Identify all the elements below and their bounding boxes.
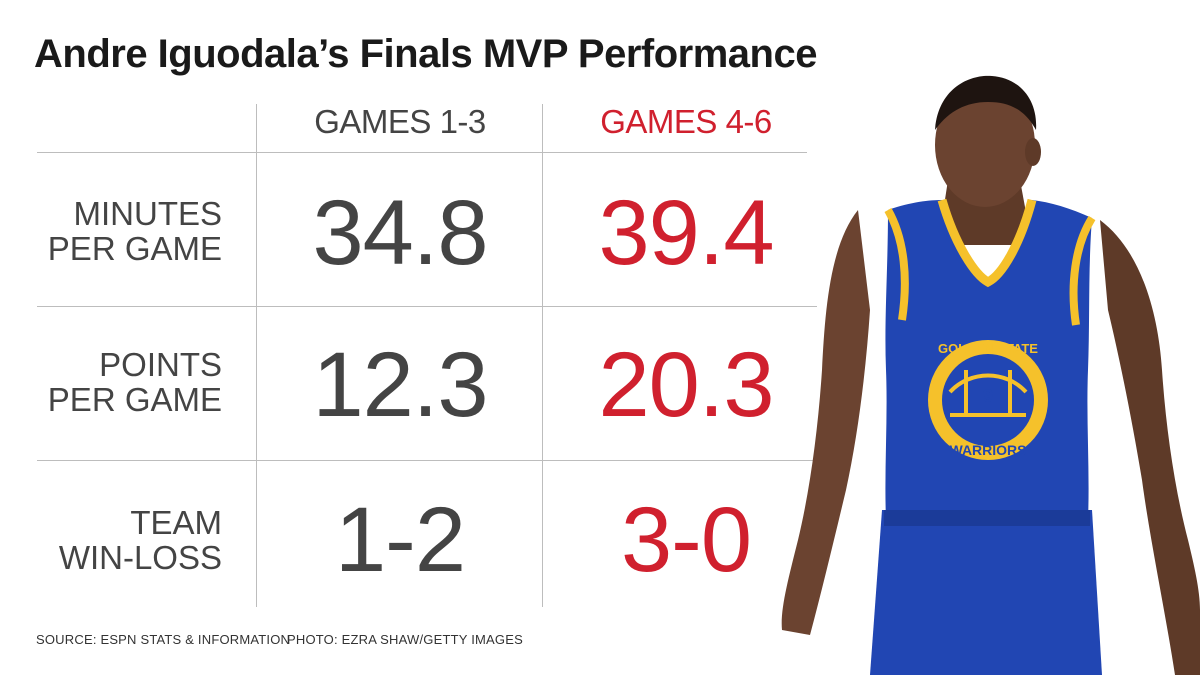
jersey-collar-trim (937, 198, 1037, 288)
column-header-games-4-6: GAMES 4-6 (600, 103, 772, 140)
value-points-games-4-6: 20.3 (598, 334, 774, 436)
value-points-games-1-3: 12.3 (312, 334, 488, 436)
player-hair (935, 75, 1037, 130)
player-head (935, 83, 1035, 207)
player-photo: GOLDEN STATE 9 WARRIORS (781, 75, 1200, 675)
row-divider-1 (37, 306, 817, 307)
source-note: SOURCE: ESPN STATS & INFORMATION (36, 632, 291, 647)
value-minutes-games-1-3: 34.8 (312, 182, 488, 284)
jersey-team-text: GOLDEN STATE (938, 341, 1038, 356)
value-win-loss-games-1-3: 1-2 (335, 489, 466, 591)
row-label-minutes-per-game: MINUTES PER GAME (36, 196, 222, 266)
column-header-games-1-3: GAMES 1-3 (314, 103, 486, 140)
row-label-line: POINTS (99, 346, 222, 383)
value-win-loss-games-4-6: 3-0 (621, 489, 752, 591)
shorts-waistband (884, 510, 1090, 526)
value-minutes-games-4-6: 39.4 (598, 182, 774, 284)
column-divider-2 (542, 104, 543, 607)
photo-credit: PHOTO: EZRA SHAW/GETTY IMAGES (287, 632, 523, 647)
player-arm-right (1100, 220, 1200, 675)
player-ear (1025, 138, 1041, 166)
shorts (870, 510, 1102, 675)
row-label-line: PER GAME (47, 230, 222, 267)
bridge-icon (948, 370, 1028, 417)
jersey-name-text: WARRIORS (950, 442, 1027, 458)
row-divider-2 (37, 460, 817, 461)
chart-title: Andre Iguodala’s Finals MVP Performance (34, 32, 817, 76)
column-divider-1 (256, 104, 257, 607)
row-divider-header (37, 152, 807, 153)
jersey-armhole-trim-right (1069, 215, 1096, 326)
jersey-number: 9 (983, 386, 993, 406)
jersey-armhole-trim-left (884, 208, 909, 321)
row-label-points-per-game: POINTS PER GAME (36, 347, 222, 417)
row-label-team-win-loss: TEAM WIN-LOSS (36, 505, 222, 575)
row-label-line: WIN-LOSS (58, 539, 222, 576)
row-label-line: PER GAME (47, 381, 222, 418)
row-label-line: TEAM (130, 504, 222, 541)
player-arm-left (781, 210, 870, 635)
row-label-line: MINUTES (73, 195, 223, 232)
